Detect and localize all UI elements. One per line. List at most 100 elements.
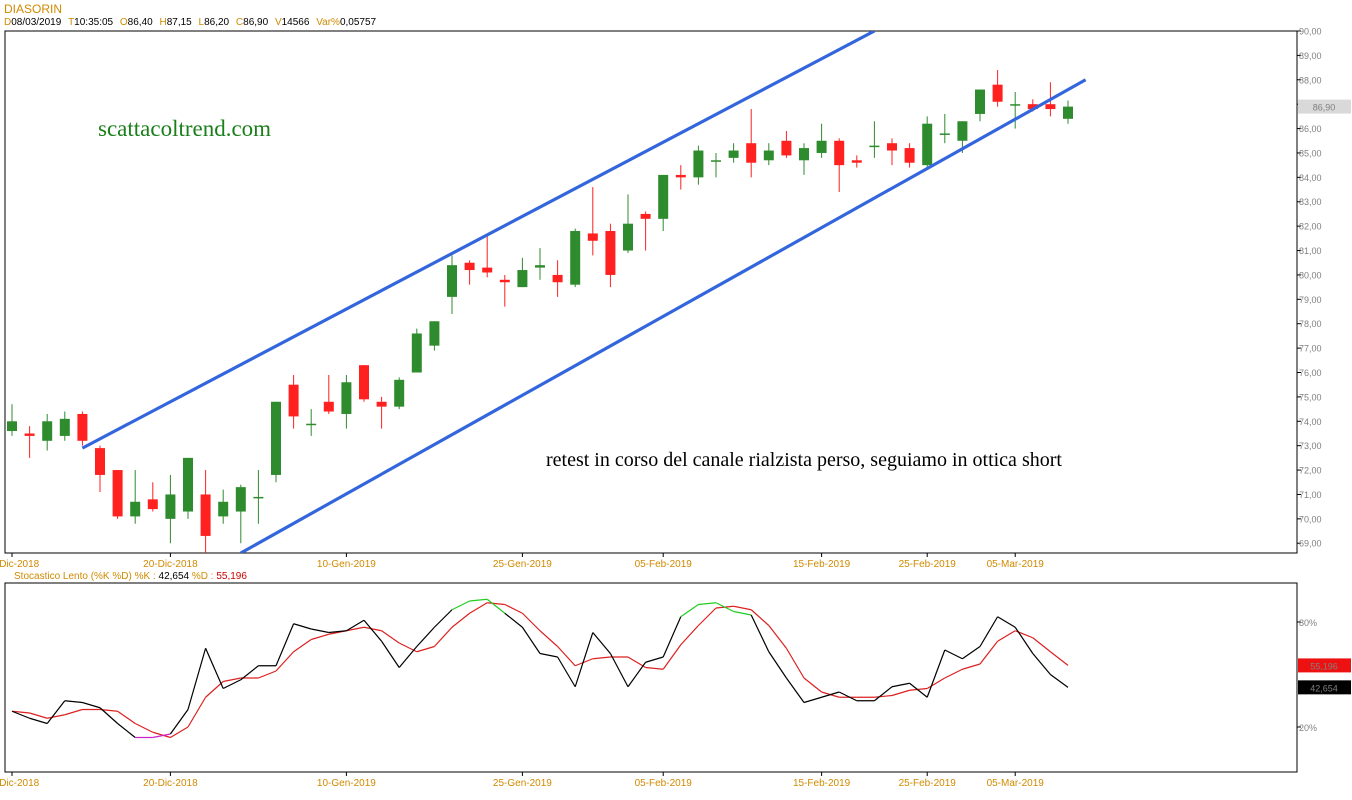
date-tick-label: 15-Feb-2019 bbox=[793, 778, 851, 789]
series-d-segment bbox=[521, 612, 541, 632]
series-k-segment bbox=[187, 648, 207, 710]
series-k-segment bbox=[29, 717, 48, 725]
series-k-segment bbox=[926, 649, 946, 698]
date-tick-label: 05-Mar-2019 bbox=[987, 559, 1045, 570]
candle-down bbox=[834, 140, 845, 166]
ohlc-value: 0,05757 bbox=[339, 17, 377, 28]
series-k-segment bbox=[275, 623, 295, 666]
series-k-segment bbox=[521, 626, 541, 654]
ohlc-info-row: D08/03/2019 T10:35:05 O86,40 H87,15 L86,… bbox=[4, 17, 380, 28]
candle-down bbox=[1027, 104, 1038, 110]
ohlc-key: C bbox=[235, 17, 244, 28]
series-d-segment bbox=[381, 630, 400, 644]
candle-up bbox=[517, 270, 528, 288]
candle-up bbox=[799, 148, 809, 161]
osc-tick-label: 20% bbox=[1299, 723, 1317, 733]
ohlc-key: T bbox=[68, 17, 75, 28]
series-k-segment bbox=[363, 619, 383, 642]
date-tick-label: 25-Feb-2019 bbox=[899, 778, 957, 789]
series-k-segment bbox=[838, 691, 858, 702]
series-d-segment bbox=[487, 602, 505, 606]
price-tick-label: 89,00 bbox=[1299, 51, 1322, 61]
candle-up bbox=[728, 150, 739, 158]
price-tick-label: 73,00 bbox=[1299, 441, 1322, 451]
series-k-segment bbox=[293, 623, 312, 630]
date-tick-label: 20-Dic-2018 bbox=[143, 778, 198, 789]
series-k-segment bbox=[222, 679, 242, 690]
price-tick-label: 84,00 bbox=[1299, 173, 1322, 183]
series-d-segment bbox=[539, 630, 559, 647]
candle-down bbox=[851, 160, 862, 163]
date-tick-label: 20-Dic-2018 bbox=[143, 559, 198, 570]
candle-up bbox=[7, 421, 17, 432]
candle-up bbox=[1063, 106, 1073, 119]
candle-up bbox=[763, 150, 774, 161]
ohlc-value: 87,15 bbox=[166, 17, 195, 28]
series-k-segment bbox=[539, 652, 558, 658]
series-d-segment bbox=[645, 666, 664, 670]
candle-up bbox=[59, 418, 70, 436]
series-k-segment bbox=[346, 619, 365, 632]
candle-down bbox=[499, 279, 510, 283]
date-tick-label: 10-Dic-2018 bbox=[0, 559, 40, 570]
series-d-segment bbox=[451, 612, 470, 628]
candle-up bbox=[42, 421, 53, 441]
date-tick-label: 25-Feb-2019 bbox=[899, 559, 957, 570]
series-k-segment bbox=[662, 616, 682, 658]
series-k-segment bbox=[891, 682, 910, 688]
osc-tick-label: 80% bbox=[1299, 618, 1317, 628]
series-k-segment bbox=[750, 614, 770, 653]
date-tick-label: 05-Feb-2019 bbox=[635, 559, 693, 570]
price-tick-label: 79,00 bbox=[1299, 295, 1322, 305]
ohlc-key: Var% bbox=[316, 17, 340, 28]
series-k-segment bbox=[803, 696, 822, 704]
candle-down bbox=[112, 470, 123, 517]
candle-down bbox=[95, 448, 105, 475]
series-d-segment bbox=[469, 602, 488, 614]
series-k-segment bbox=[205, 648, 224, 689]
series-k-segment bbox=[46, 700, 66, 724]
ohlc-value: 86,90 bbox=[243, 17, 271, 28]
ohlc-value: 10:35:05 bbox=[74, 17, 116, 28]
series-d-segment bbox=[47, 714, 65, 719]
price-tick-label: 90,00 bbox=[1299, 27, 1322, 37]
channel-line bbox=[240, 78, 1087, 553]
ohlc-key: V bbox=[274, 17, 282, 28]
price-tick-label: 76,00 bbox=[1299, 368, 1322, 378]
date-tick-label: 10-Gen-2019 bbox=[317, 778, 376, 789]
series-k-segment bbox=[698, 602, 717, 606]
series-k-segment bbox=[451, 600, 470, 611]
series-k-segment bbox=[944, 649, 963, 660]
ohlc-value: 08/03/2019 bbox=[11, 17, 65, 28]
series-k-segment bbox=[311, 628, 329, 634]
candle-up bbox=[411, 333, 422, 373]
series-k-segment bbox=[592, 632, 611, 654]
date-tick-label: 15-Feb-2019 bbox=[793, 559, 851, 570]
price-tick-label: 82,00 bbox=[1299, 222, 1322, 232]
series-d-segment bbox=[680, 625, 699, 646]
series-k-segment bbox=[328, 630, 347, 634]
series-d-segment bbox=[962, 663, 981, 670]
candle-up bbox=[165, 494, 176, 519]
candle-down bbox=[288, 384, 299, 417]
ohlc-key: O bbox=[119, 17, 128, 28]
candle-up bbox=[218, 501, 229, 517]
ohlc-key: L bbox=[198, 17, 205, 28]
price-tick-label: 88,00 bbox=[1299, 75, 1322, 85]
series-k-segment bbox=[785, 677, 805, 703]
series-d-segment bbox=[205, 681, 224, 698]
series-d-segment bbox=[979, 640, 999, 665]
series-k-segment bbox=[82, 701, 101, 709]
candle-down bbox=[675, 174, 686, 178]
series-d-segment bbox=[891, 689, 910, 697]
candle-down bbox=[1045, 104, 1056, 110]
stochastic-title: Stocastico Lento (%K %D) %K : 42,654 %D … bbox=[14, 571, 247, 582]
candle-down bbox=[781, 140, 792, 156]
candle-down bbox=[587, 233, 598, 241]
series-k-segment bbox=[627, 661, 647, 688]
series-d-segment bbox=[433, 626, 453, 647]
candle-down bbox=[376, 401, 387, 407]
series-k-segment bbox=[715, 602, 734, 613]
price-tick-label: 86,00 bbox=[1299, 124, 1322, 134]
